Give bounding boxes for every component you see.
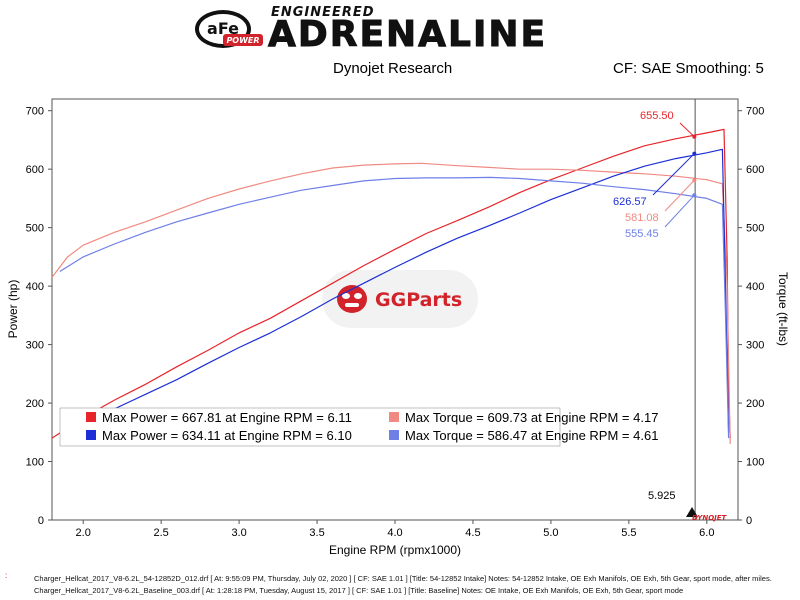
footer-run-2: Charger_Hellcat_2017_V8-6.2L_Baseline_00… xyxy=(34,586,684,595)
brand-adrenaline: ADRENALINE xyxy=(267,14,548,56)
legend-swatch xyxy=(389,430,399,440)
series-line-run2-power xyxy=(82,148,730,433)
y-tick-label-left: 600 xyxy=(26,164,44,176)
ggparts-watermark: GGParts xyxy=(322,270,478,328)
legend: Max Power = 667.81 at Engine RPM = 6.11 M… xyxy=(59,407,658,447)
x-tick-label: 3.5 xyxy=(309,527,324,539)
afe-power-logo: aFe POWER xyxy=(195,10,263,48)
y-tick-label-left: 400 xyxy=(26,281,44,293)
legend-swatch xyxy=(389,412,399,422)
legend-entry: Max Torque = 609.73 at Engine RPM = 4.17 xyxy=(405,410,658,425)
footer-marker: : xyxy=(5,571,8,580)
ggparts-text: GGParts xyxy=(375,289,462,311)
brand-engineered: ENGINEERED xyxy=(271,5,375,20)
y-tick-label-right: 600 xyxy=(746,164,764,176)
dyno-chart: 2.0 2.5 3.0 3.5 4.0 4.5 5.0 5.5 6.0 0 100 200 300 400… xyxy=(6,98,790,557)
x-tick-label: 5.0 xyxy=(543,527,558,539)
y-tick-label-left: 500 xyxy=(26,223,44,235)
x-tick-label: 4.0 xyxy=(387,527,402,539)
annotation-label: 626.57 xyxy=(613,196,647,208)
legend-entry: Max Power = 634.11 at Engine RPM = 6.10 xyxy=(102,428,352,443)
afe-badge-subtext: POWER xyxy=(226,36,259,45)
x-tick-label: 6.0 xyxy=(699,527,714,539)
annotation-arrowhead xyxy=(692,134,697,139)
y-tick-label-right: 400 xyxy=(746,281,764,293)
x-tick-label: 4.5 xyxy=(465,527,480,539)
y-tick-label-right: 200 xyxy=(746,398,764,410)
x-tick-label: 3.0 xyxy=(231,527,246,539)
y-tick-label-right: 500 xyxy=(746,223,764,235)
legend-swatch xyxy=(86,412,96,422)
correction-label: CF: SAE Smoothing: 5 xyxy=(613,60,764,77)
source-label: Dynojet Research xyxy=(333,60,453,77)
annotation-arrowhead xyxy=(692,151,697,156)
annotation-leader xyxy=(652,153,695,196)
y-tick-label-left: 700 xyxy=(26,106,44,118)
series-line-run1-torque xyxy=(51,162,731,445)
series-line-run1-power xyxy=(51,128,731,439)
annotation-label: 655.50 xyxy=(640,110,674,122)
y-tick-label-left: 100 xyxy=(26,457,44,469)
annotation-arrowhead xyxy=(692,193,697,198)
y-tick-label-right: 300 xyxy=(746,340,764,352)
cursor-value-label: 5.925 xyxy=(648,490,676,502)
x-tick-label: 5.5 xyxy=(621,527,636,539)
annotation-arrowhead xyxy=(692,178,697,183)
legend-entry: Max Power = 667.81 at Engine RPM = 6.11 xyxy=(102,410,352,425)
annotation-leader xyxy=(664,194,695,228)
afe-badge-text: aFe xyxy=(207,19,239,38)
series-line-run2-torque xyxy=(59,176,730,439)
y-tick-label-right: 700 xyxy=(746,106,764,118)
dyno-header: aFe POWER ENGINEERED ADRENALINE Dynojet … xyxy=(0,0,800,92)
legend-entry: Max Torque = 586.47 at Engine RPM = 4.61 xyxy=(405,428,658,443)
footer-run-1: Charger_Hellcat_2017_V8-6.2L_54-12852D_0… xyxy=(34,574,772,583)
y-tick-label-left: 0 xyxy=(38,515,44,527)
annotation-leader xyxy=(679,122,695,138)
annotation-label: 555.45 xyxy=(625,228,659,240)
x-axis-label: Engine RPM (rpmx1000) xyxy=(329,543,461,557)
dynojet-logo: DYNOJET xyxy=(686,507,728,522)
y-tick-label-right: 0 xyxy=(746,515,752,527)
ggparts-logo-icon xyxy=(337,285,367,313)
x-tick-label: 2.0 xyxy=(76,527,91,539)
legend-swatch xyxy=(86,430,96,440)
dynojet-logo-text: DYNOJET xyxy=(692,514,728,522)
annotation-leader xyxy=(664,179,695,212)
y-tick-label-right: 100 xyxy=(746,457,764,469)
x-tick-label: 2.5 xyxy=(153,527,168,539)
y-tick-label-left: 300 xyxy=(26,340,44,352)
y-axis-label-left: Power (hp) xyxy=(6,280,20,339)
y-axis-label-right: Torque (ft-lbs) xyxy=(776,272,790,346)
annotation-label: 581.08 xyxy=(625,212,659,224)
y-tick-label-left: 200 xyxy=(26,398,44,410)
